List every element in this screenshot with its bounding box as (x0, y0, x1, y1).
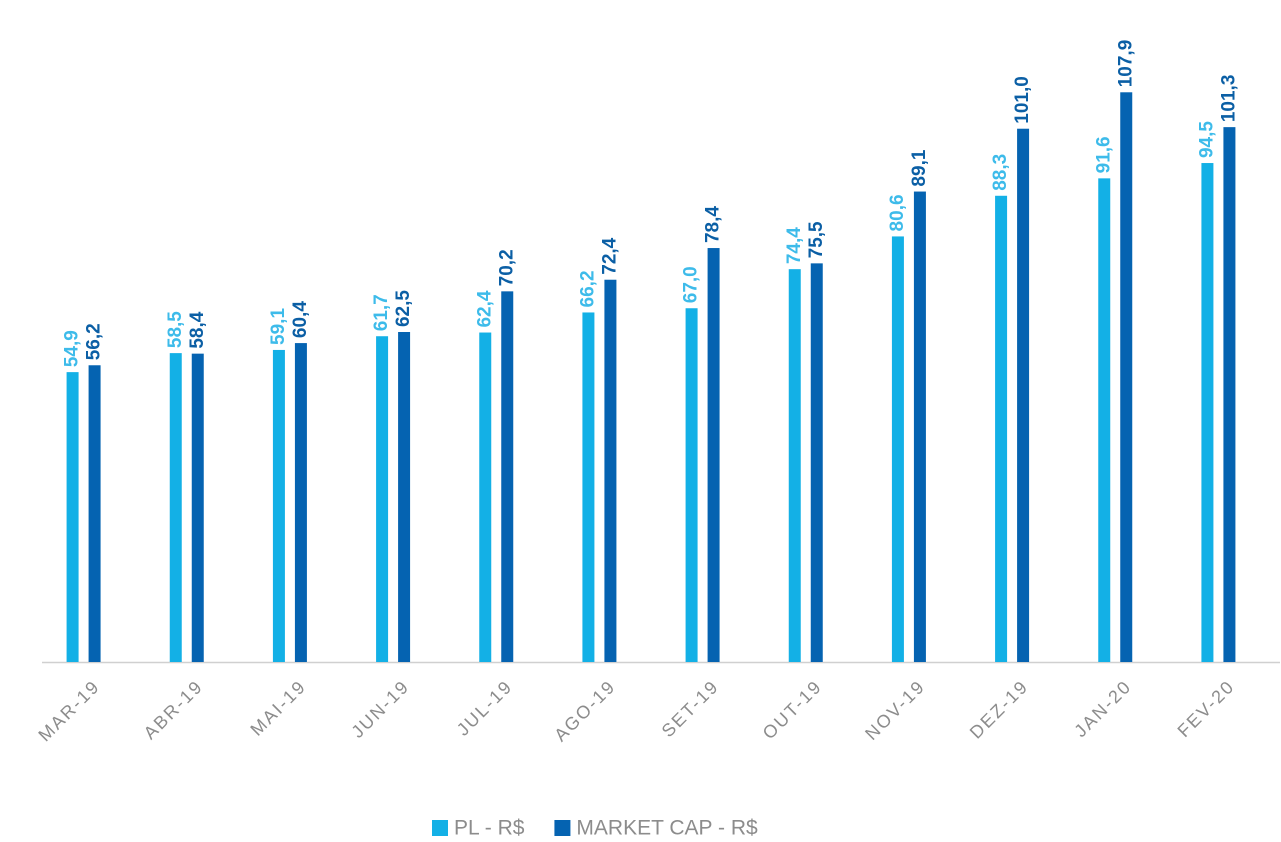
value-label: 101,0 (1012, 76, 1033, 124)
value-label: 56,2 (84, 323, 105, 360)
value-label: 74,4 (784, 227, 805, 264)
x-tick-label: MAR-19 (34, 676, 103, 745)
value-label: 62,5 (393, 290, 414, 327)
bar (788, 269, 801, 662)
value-label: 66,2 (577, 270, 598, 307)
value-label: 101,3 (1218, 75, 1239, 123)
value-label: 62,4 (474, 290, 495, 327)
x-tick-label: MAI-19 (246, 676, 310, 740)
x-tick-label: SET-19 (658, 676, 723, 741)
bar (479, 332, 492, 662)
bar (294, 343, 307, 662)
legend-swatch (554, 820, 571, 836)
bar (272, 349, 285, 662)
value-label: 78,4 (703, 206, 724, 243)
x-tick-label: JUN-19 (347, 676, 413, 742)
bar (707, 248, 720, 662)
x-tick-label: DEZ-19 (966, 676, 1032, 742)
bar (891, 236, 904, 662)
value-label: 58,5 (165, 311, 186, 348)
value-label: 67,0 (681, 266, 702, 303)
legend-label: PL - R$ (454, 817, 525, 840)
value-label: 80,6 (887, 194, 908, 231)
x-tick-label: JUL-19 (453, 676, 517, 740)
x-tick-label: ABR-19 (140, 676, 207, 743)
value-label: 75,5 (806, 221, 827, 258)
bar (66, 372, 79, 662)
value-label: 61,7 (371, 294, 392, 331)
bar (1098, 178, 1111, 663)
value-label: 59,1 (268, 308, 289, 345)
x-tick-label: NOV-19 (861, 676, 929, 744)
bar (88, 365, 101, 662)
x-tick-label: OUT-19 (759, 676, 826, 743)
bar (169, 353, 182, 662)
bar (376, 336, 389, 662)
x-tick-label: JAN-20 (1070, 676, 1135, 741)
legend-swatch (432, 820, 448, 836)
value-label: 72,4 (599, 237, 620, 274)
x-tick-label: AGO-19 (550, 676, 619, 745)
bar (1223, 127, 1236, 663)
bar (604, 279, 617, 662)
value-label: 58,4 (187, 311, 208, 348)
bar (995, 195, 1008, 662)
x-tick-label: FEV-20 (1174, 676, 1239, 741)
value-label: 70,2 (496, 249, 517, 286)
value-label: 88,3 (990, 154, 1011, 191)
value-label: 107,9 (1115, 40, 1136, 88)
bar (913, 191, 926, 662)
bar (685, 308, 698, 662)
value-label: 54,9 (62, 330, 83, 367)
value-label: 91,6 (1093, 136, 1114, 173)
bar (191, 353, 204, 662)
value-label: 94,5 (1196, 121, 1217, 158)
bar (582, 312, 595, 662)
bar (810, 263, 823, 662)
value-label: 60,4 (290, 301, 311, 338)
bar (1120, 92, 1133, 662)
legend-label: MARKET CAP - R$ (576, 817, 758, 840)
bar (1017, 128, 1030, 663)
bar (501, 291, 514, 662)
value-label: 89,1 (909, 149, 930, 186)
bar (398, 332, 411, 662)
bar (1201, 163, 1214, 663)
